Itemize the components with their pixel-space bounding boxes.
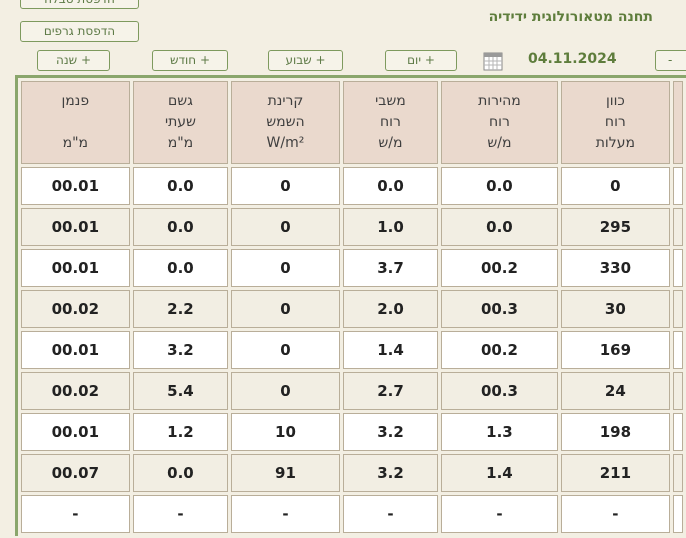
- table-row: 00.07 0.0 91 3.2 1.4 211: [21, 454, 683, 492]
- cell-wind-speed: 0.0: [441, 208, 558, 246]
- cell-cut-column: [673, 495, 683, 533]
- cell-cut-column: [673, 249, 683, 287]
- table-row: 00.01 0.0 0 0.0 0.0 0: [21, 167, 683, 205]
- cell-wind-direction: -: [560, 495, 671, 533]
- cell-wind-speed: 00.2: [441, 331, 558, 369]
- cell-wind-gusts: 3.7: [342, 249, 439, 287]
- add-day-button[interactable]: יום +: [385, 50, 457, 71]
- cell-cut-column: [673, 208, 683, 246]
- header-wind-direction: כוון רוח מעלות: [560, 81, 671, 164]
- cell-pan-evaporation: 00.02: [21, 290, 130, 328]
- calendar-icon[interactable]: [483, 51, 503, 75]
- cell-wind-gusts: 3.2: [342, 454, 439, 492]
- cell-wind-direction: 211: [560, 454, 671, 492]
- cell-pan-evaporation: 00.01: [21, 331, 130, 369]
- table-header-row: פנמן מ"מ גשם שעתי מ"מ קרינת השמש W/m² משבי רו…: [21, 81, 683, 164]
- cell-wind-speed: 1.3: [441, 413, 558, 451]
- cell-solar-radiation: 0: [231, 290, 340, 328]
- cell-cut-column: [673, 290, 683, 328]
- cell-solar-radiation: 0: [231, 331, 340, 369]
- table-row: 00.02 5.4 0 2.7 00.3 24: [21, 372, 683, 410]
- cell-wind-speed: 00.3: [441, 290, 558, 328]
- previous-button[interactable]: -: [655, 50, 686, 71]
- cell-wind-gusts: 2.0: [342, 290, 439, 328]
- cell-cut-column: [673, 167, 683, 205]
- cell-solar-radiation: 91: [231, 454, 340, 492]
- cell-hourly-rain: 0.0: [132, 249, 229, 287]
- cell-hourly-rain: 5.4: [132, 372, 229, 410]
- header-pan-evaporation: פנמן מ"מ: [21, 81, 130, 164]
- cell-wind-gusts: -: [342, 495, 439, 533]
- cell-pan-evaporation: -: [21, 495, 130, 533]
- header-hourly-rain: גשם שעתי מ"מ: [132, 81, 229, 164]
- header-wind-gusts: משבי רוח מ/ש: [342, 81, 439, 164]
- cell-solar-radiation: 0: [231, 249, 340, 287]
- cell-wind-direction: 169: [560, 331, 671, 369]
- add-year-button[interactable]: שנה +: [37, 50, 110, 71]
- cell-wind-speed: 00.3: [441, 372, 558, 410]
- cell-pan-evaporation: 00.02: [21, 372, 130, 410]
- header-solar-radiation: קרינת השמש W/m²: [231, 81, 340, 164]
- cell-pan-evaporation: 00.07: [21, 454, 130, 492]
- header-wind-speed: מהירות רוח מ/ש: [441, 81, 558, 164]
- add-month-button[interactable]: חודש +: [152, 50, 228, 71]
- cell-hourly-rain: 0.0: [132, 208, 229, 246]
- cell-wind-direction: 295: [560, 208, 671, 246]
- table-row: ------: [21, 495, 683, 533]
- table-row: 00.01 0.0 0 1.0 0.0 295: [21, 208, 683, 246]
- print-graphs-button[interactable]: הדפסת גרפים: [20, 21, 139, 42]
- cell-cut-column: [673, 372, 683, 410]
- cell-solar-radiation: 0: [231, 372, 340, 410]
- selected-date: 04.11.2024: [528, 51, 617, 67]
- table-row: 00.01 1.2 10 3.2 1.3 198: [21, 413, 683, 451]
- cell-wind-speed: 00.2: [441, 249, 558, 287]
- cell-hourly-rain: 3.2: [132, 331, 229, 369]
- table-row: 00.01 0.0 0 3.7 00.2 330: [21, 249, 683, 287]
- cell-solar-radiation: 0: [231, 167, 340, 205]
- cell-hourly-rain: 1.2: [132, 413, 229, 451]
- cell-hourly-rain: -: [132, 495, 229, 533]
- cell-solar-radiation: -: [231, 495, 340, 533]
- cell-pan-evaporation: 00.01: [21, 167, 130, 205]
- station-title: תחנה מטאורולוגית ידידיה: [488, 9, 653, 25]
- cell-wind-direction: 330: [560, 249, 671, 287]
- cell-wind-speed: 0.0: [441, 167, 558, 205]
- cell-cut-column: [673, 454, 683, 492]
- cell-solar-radiation: 0: [231, 208, 340, 246]
- cell-wind-gusts: 2.7: [342, 372, 439, 410]
- weather-data-table: פנמן מ"מ גשם שעתי מ"מ קרינת השמש W/m² משבי רו…: [15, 75, 686, 536]
- cell-wind-direction: 30: [560, 290, 671, 328]
- cell-pan-evaporation: 00.01: [21, 208, 130, 246]
- cell-wind-gusts: 1.0: [342, 208, 439, 246]
- print-table-button[interactable]: הדפסת טבלה: [20, 0, 139, 9]
- cell-wind-gusts: 0.0: [342, 167, 439, 205]
- cell-pan-evaporation: 00.01: [21, 249, 130, 287]
- cell-hourly-rain: 0.0: [132, 167, 229, 205]
- cell-wind-gusts: 1.4: [342, 331, 439, 369]
- table-row: 00.01 3.2 0 1.4 00.2 169: [21, 331, 683, 369]
- add-week-button[interactable]: שבוע +: [268, 50, 343, 71]
- cell-pan-evaporation: 00.01: [21, 413, 130, 451]
- header-cut-column: [673, 81, 683, 164]
- cell-wind-speed: 1.4: [441, 454, 558, 492]
- cell-wind-direction: 0: [560, 167, 671, 205]
- cell-cut-column: [673, 331, 683, 369]
- cell-hourly-rain: 0.0: [132, 454, 229, 492]
- cell-cut-column: [673, 413, 683, 451]
- table-row: 00.02 2.2 0 2.0 00.3 30: [21, 290, 683, 328]
- cell-wind-gusts: 3.2: [342, 413, 439, 451]
- cell-wind-direction: 198: [560, 413, 671, 451]
- cell-wind-direction: 24: [560, 372, 671, 410]
- cell-hourly-rain: 2.2: [132, 290, 229, 328]
- cell-wind-speed: -: [441, 495, 558, 533]
- cell-solar-radiation: 10: [231, 413, 340, 451]
